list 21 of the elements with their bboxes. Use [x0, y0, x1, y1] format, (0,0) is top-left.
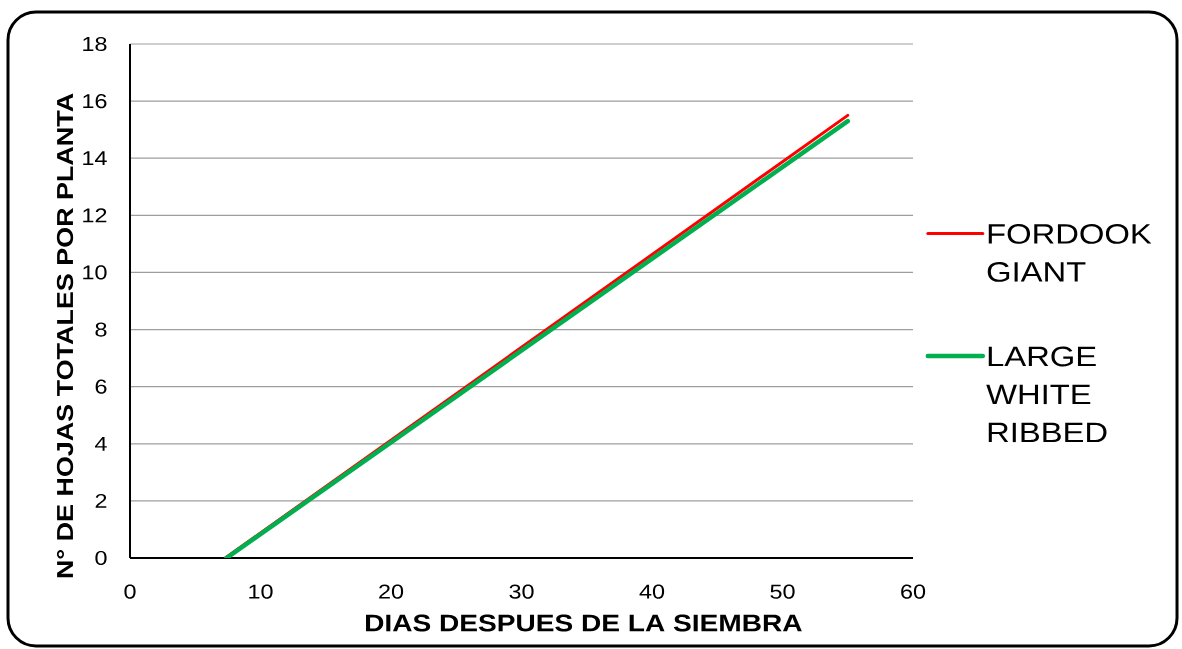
- y-tick-label: 8: [95, 322, 107, 337]
- y-axis-title: N° DE HOJAS TOTALES POR PLANTA: [56, 93, 74, 578]
- x-tick-label: 40: [639, 584, 665, 599]
- y-tick-label: 16: [83, 94, 107, 109]
- y-tick-label: 4: [95, 436, 107, 451]
- x-axis-title: DIAS DESPUES DE LA SIEMBRA: [366, 614, 802, 632]
- legend-label: FORDOOK GIANT: [987, 224, 1152, 282]
- y-tick-label: 0: [95, 550, 107, 566]
- y-tick-label: 10: [83, 265, 107, 280]
- legend-label: LARGE WHITE RIBBED: [986, 346, 1107, 443]
- y-tick-label: 6: [95, 379, 107, 394]
- x-tick-label: 0: [124, 584, 136, 599]
- y-tick-label: 14: [83, 151, 107, 166]
- y-tick-label: 12: [83, 208, 107, 223]
- x-tick-label: 10: [249, 584, 273, 599]
- x-tick-label: 50: [770, 584, 795, 599]
- x-tick-label: 30: [509, 584, 534, 599]
- y-tick-label: 18: [83, 36, 107, 52]
- y-tick-label: 2: [95, 493, 107, 508]
- x-tick-label: 20: [379, 584, 404, 599]
- x-tick-label: 60: [901, 584, 926, 599]
